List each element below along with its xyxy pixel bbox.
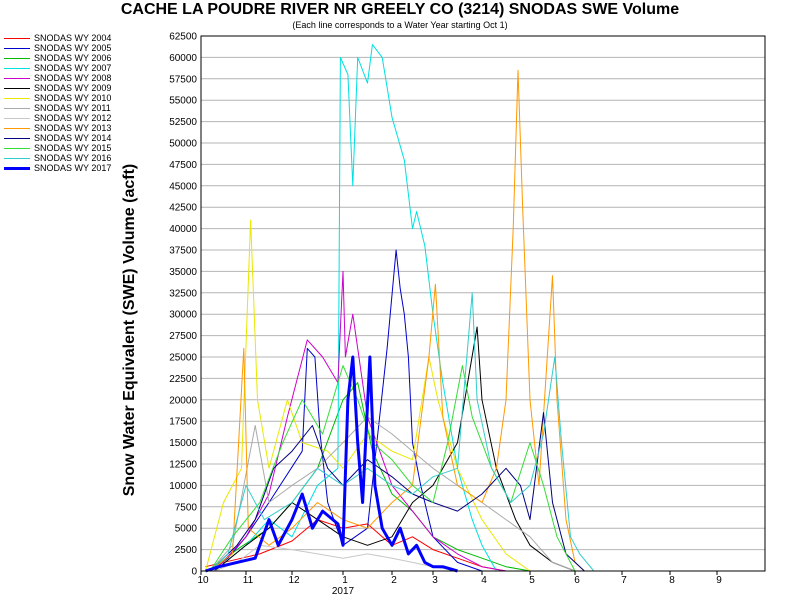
y-tick-label: 62500 <box>169 32 197 43</box>
y-tick-label: 30000 <box>169 310 197 321</box>
legend-label: SNODAS WY 2006 <box>34 53 112 63</box>
legend-swatch <box>4 78 30 79</box>
y-tick-label: 2500 <box>175 545 198 556</box>
legend-item: SNODAS WY 2011 <box>4 103 134 114</box>
y-tick-label: 40000 <box>169 224 197 235</box>
legend-item: SNODAS WY 2016 <box>4 153 134 164</box>
x-tick-label: 1 <box>342 575 348 586</box>
y-tick-label: 57500 <box>169 74 197 85</box>
legend-item: SNODAS WY 2017 <box>4 163 134 174</box>
y-tick-label: 15000 <box>169 438 197 449</box>
legend-swatch <box>4 138 30 139</box>
legend-label: SNODAS WY 2005 <box>34 43 112 53</box>
legend-item: SNODAS WY 2013 <box>4 123 134 134</box>
y-axis-label: Snow Water Equivalent (SWE) Volume (acft… <box>121 163 138 497</box>
legend-item: SNODAS WY 2015 <box>4 143 134 154</box>
legend-label: SNODAS WY 2016 <box>34 153 112 163</box>
y-tick-label: 10000 <box>169 481 197 492</box>
legend-item: SNODAS WY 2009 <box>4 83 134 94</box>
y-tick-label: 47500 <box>169 160 197 171</box>
legend-item: SNODAS WY 2010 <box>4 93 134 104</box>
x-tick-label: 2 <box>391 575 397 586</box>
legend-label: SNODAS WY 2013 <box>34 123 112 133</box>
y-tick-label: 17500 <box>169 417 197 428</box>
legend-swatch <box>4 158 30 159</box>
x-year-label: 2017 <box>332 586 355 597</box>
series-line <box>209 416 576 572</box>
y-tick-label: 12500 <box>169 460 197 471</box>
legend-label: SNODAS WY 2015 <box>34 143 112 153</box>
legend-item: SNODAS WY 2005 <box>4 43 134 54</box>
x-tick-label: 6 <box>574 575 580 586</box>
legend-item: SNODAS WY 2008 <box>4 73 134 84</box>
y-tick-label: 20000 <box>169 395 197 406</box>
y-tick-label: 32500 <box>169 288 197 299</box>
y-tick-label: 52500 <box>169 117 197 128</box>
legend-item: SNODAS WY 2012 <box>4 113 134 124</box>
x-tick-label: 4 <box>481 575 487 586</box>
series-line <box>209 292 595 572</box>
x-tick-label: 11 <box>243 575 254 586</box>
x-tick-label: 9 <box>716 575 722 586</box>
series-line <box>214 544 458 572</box>
y-tick-label: 5000 <box>175 524 198 535</box>
x-tick-label: 7 <box>621 575 627 586</box>
x-tick-label: 12 <box>288 575 300 586</box>
y-tick-label: 0 <box>191 567 197 578</box>
series-line <box>214 270 507 572</box>
legend-label: SNODAS WY 2007 <box>34 63 112 73</box>
legend-item: SNODAS WY 2006 <box>4 53 134 64</box>
legend-swatch <box>4 58 30 59</box>
y-tick-label: 7500 <box>175 502 198 513</box>
y-tick-label: 60000 <box>169 53 197 64</box>
plot-area <box>201 36 765 571</box>
legend-swatch <box>4 108 30 109</box>
legend-label: SNODAS WY 2010 <box>34 93 112 103</box>
y-tick-label: 22500 <box>169 374 197 385</box>
x-tick-label: 5 <box>529 575 535 586</box>
series-line <box>209 365 576 572</box>
y-tick-label: 45000 <box>169 181 197 192</box>
legend-item: SNODAS WY 2004 <box>4 33 134 44</box>
y-tick-label: 42500 <box>169 203 197 214</box>
series-line <box>214 44 497 572</box>
y-tick-label: 37500 <box>169 246 197 257</box>
legend-swatch <box>4 118 30 119</box>
legend-label: SNODAS WY 2014 <box>34 133 112 143</box>
plot-border <box>200 35 766 572</box>
legend-swatch <box>4 128 30 129</box>
legend-swatch <box>4 98 30 99</box>
legend-label: SNODAS WY 2012 <box>34 113 112 123</box>
legend: SNODAS WY 2004 SNODAS WY 2005 SNODAS WY 20… <box>4 33 134 174</box>
x-tick-label: 10 <box>197 575 209 586</box>
chart-subtitle: (Each line corresponds to a Water Year s… <box>292 20 508 30</box>
y-tick-label: 55000 <box>169 96 197 107</box>
series-line <box>209 69 585 572</box>
legend-swatch <box>4 38 30 39</box>
y-tick-label: 35000 <box>169 267 197 278</box>
x-tick-label: 8 <box>669 575 675 586</box>
legend-label: SNODAS WY 2004 <box>34 33 112 43</box>
y-tick-label: 27500 <box>169 331 197 342</box>
x-tick-label: 3 <box>432 575 438 586</box>
legend-swatch <box>4 48 30 49</box>
legend-item: SNODAS WY 2014 <box>4 133 134 144</box>
legend-label: SNODAS WY 2008 <box>34 73 112 83</box>
y-tick-label: 25000 <box>169 353 197 364</box>
y-tick-label: 50000 <box>169 139 197 150</box>
legend-item: SNODAS WY 2007 <box>4 63 134 74</box>
legend-swatch <box>4 148 30 149</box>
legend-label: SNODAS WY 2017 <box>34 163 112 173</box>
legend-swatch <box>4 88 30 89</box>
legend-swatch <box>4 167 30 170</box>
series-line <box>205 355 458 573</box>
chart-title: CACHE LA POUDRE RIVER NR GREELY CO (3214… <box>120 1 680 18</box>
legend-label: SNODAS WY 2009 <box>34 83 112 93</box>
legend-swatch <box>4 68 30 69</box>
legend-label: SNODAS WY 2011 <box>34 103 111 113</box>
